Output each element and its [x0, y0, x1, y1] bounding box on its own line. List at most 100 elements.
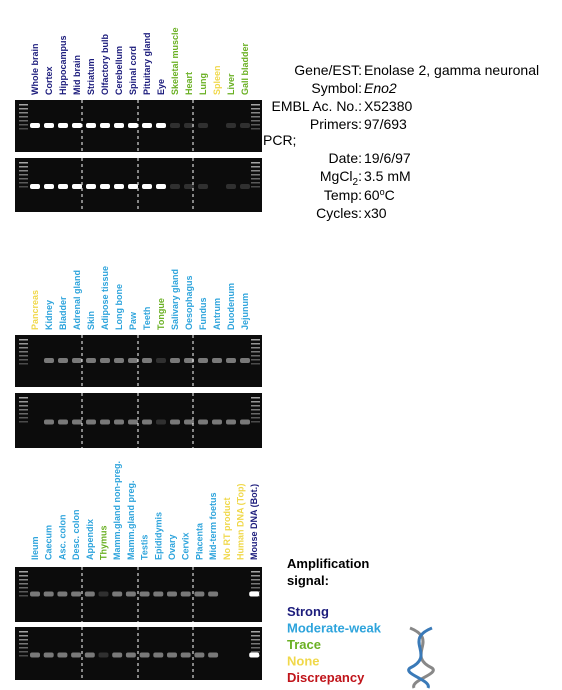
- info-value: 3.5 mM: [364, 168, 411, 184]
- ladder-band: [19, 595, 28, 597]
- ladder-band: [19, 583, 28, 585]
- band: [125, 652, 136, 658]
- lane-label: No RT product: [222, 498, 232, 561]
- info-value-text: 60: [364, 187, 380, 203]
- lane-label: Desc. colon: [71, 509, 81, 560]
- lane-label: Whole brain: [30, 44, 40, 96]
- band: [44, 419, 54, 425]
- ladder-band: [251, 124, 260, 126]
- band: [180, 591, 191, 597]
- band: [208, 591, 219, 597]
- band: [100, 184, 110, 189]
- band: [84, 591, 95, 597]
- info-label-text: EMBL Ac. No.:: [271, 98, 362, 114]
- legend-item: Strong: [287, 604, 329, 619]
- lane-label: Spleen: [212, 65, 222, 95]
- lane-label: Human DNA (Top): [236, 484, 246, 561]
- ladder-band: [251, 339, 260, 341]
- ladder-band: [251, 351, 260, 353]
- lane-label: Mid brain: [72, 55, 82, 95]
- info-value-text: x30: [364, 205, 387, 221]
- band: [125, 591, 136, 597]
- band: [72, 184, 82, 189]
- ladder-band: [251, 401, 260, 403]
- ladder-band: [251, 359, 260, 361]
- ladder-band: [19, 655, 28, 657]
- lane-label: Salivary gland: [170, 269, 180, 330]
- band: [100, 123, 110, 128]
- ladder-band: [19, 397, 28, 399]
- ladder-band: [19, 575, 28, 577]
- lane-label: Striatum: [86, 58, 96, 95]
- ladder-band: [251, 108, 260, 110]
- band: [139, 591, 150, 597]
- ladder-band: [19, 124, 28, 126]
- band: [100, 358, 110, 363]
- lane-label: Teeth: [142, 307, 152, 330]
- legend-item: Discrepancy: [287, 670, 365, 685]
- ladder-band: [19, 417, 28, 419]
- ladder-band: [19, 571, 28, 573]
- lane-label: Placenta: [194, 522, 204, 560]
- band: [86, 419, 96, 425]
- ladder-band: [251, 405, 260, 407]
- info-label-text: Symbol:: [311, 80, 362, 96]
- band: [184, 123, 194, 128]
- ladder-band: [251, 162, 260, 164]
- band: [71, 591, 82, 597]
- band: [198, 184, 208, 189]
- lane-label: Skeletal muscle: [170, 27, 180, 95]
- band: [57, 591, 68, 597]
- ladder-band: [19, 162, 28, 164]
- info-label: Date:: [329, 150, 362, 166]
- dna-icon: [407, 626, 435, 689]
- ladder-band: [251, 166, 260, 168]
- info-unit: C: [385, 187, 395, 203]
- legend-title: Amplification signal:: [287, 556, 369, 588]
- band: [86, 184, 96, 189]
- info-value: 19/6/97: [364, 150, 411, 166]
- ladder-band: [251, 413, 260, 415]
- ladder-band: [251, 116, 260, 118]
- ladder-band: [19, 587, 28, 589]
- info-value: 60oC: [364, 187, 395, 203]
- lane-label: Mamm.gland preg.: [126, 480, 136, 560]
- band: [72, 419, 82, 425]
- lane-label: Jejunum: [240, 293, 250, 330]
- band: [43, 591, 54, 597]
- band: [170, 419, 180, 425]
- lane-label: Adrenal gland: [72, 270, 82, 330]
- band: [112, 591, 123, 597]
- band: [226, 419, 236, 425]
- lane-label: Asc. colon: [57, 514, 67, 560]
- lane-label: Eye: [156, 79, 166, 95]
- ladder-band: [19, 647, 28, 649]
- lane-label: Liver: [226, 73, 236, 95]
- lane-label: Epididymis: [153, 512, 163, 560]
- lane-label: Pituitary gland: [142, 32, 152, 95]
- lane-label: Duodenum: [226, 283, 236, 330]
- info-label-text: MgCl: [320, 168, 353, 184]
- band: [43, 652, 54, 658]
- ladder-band: [19, 186, 28, 188]
- band: [98, 652, 109, 658]
- info-value: Eno2: [364, 80, 397, 96]
- info-sup: o: [380, 187, 385, 197]
- ladder-band: [19, 421, 28, 423]
- band: [198, 123, 208, 128]
- ladder-band: [19, 104, 28, 106]
- band: [44, 358, 54, 363]
- band: [30, 184, 40, 189]
- ladder-band: [251, 343, 260, 345]
- lane-label: Antrum: [212, 298, 222, 330]
- ladder-band: [19, 343, 28, 345]
- ladder-band: [19, 413, 28, 415]
- band: [153, 652, 164, 658]
- band: [114, 358, 124, 363]
- lane-label: Tongue: [156, 298, 166, 330]
- ladder-band: [251, 397, 260, 399]
- band: [139, 652, 150, 658]
- lane-label: Heart: [184, 72, 194, 95]
- band: [226, 184, 236, 189]
